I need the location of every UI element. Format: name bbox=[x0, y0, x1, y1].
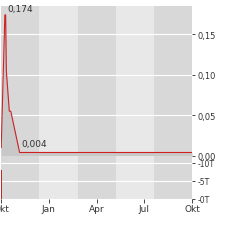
Text: 0,174: 0,174 bbox=[8, 5, 33, 14]
Bar bbox=[78, 7, 116, 156]
Bar bbox=[154, 7, 192, 156]
Bar bbox=[39, 7, 78, 156]
Bar bbox=[39, 156, 78, 199]
Bar bbox=[116, 156, 154, 199]
Text: 0,004: 0,004 bbox=[21, 140, 47, 149]
Bar bbox=[116, 7, 154, 156]
Bar bbox=[78, 156, 116, 199]
Bar bbox=[154, 156, 192, 199]
Bar bbox=[1, 7, 39, 156]
Bar bbox=[1, 170, 2, 199]
Bar bbox=[1, 156, 39, 199]
